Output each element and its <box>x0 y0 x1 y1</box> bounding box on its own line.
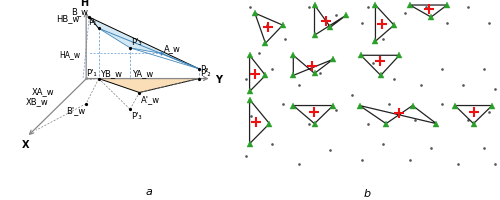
Text: X: X <box>22 139 29 149</box>
Text: B_w: B_w <box>72 7 88 16</box>
Text: YA_w: YA_w <box>132 69 153 77</box>
Text: XB_w: XB_w <box>26 97 48 106</box>
Text: P'₁: P'₁ <box>86 69 97 77</box>
Text: HB_w: HB_w <box>56 14 80 23</box>
Text: B'_w: B'_w <box>66 106 86 115</box>
Text: A_w: A_w <box>164 44 180 53</box>
Polygon shape <box>98 79 199 93</box>
Text: P'₃: P'₃ <box>132 112 142 121</box>
Text: H: H <box>80 0 88 8</box>
Text: HA_w: HA_w <box>59 50 80 59</box>
Text: A'_w: A'_w <box>141 95 160 104</box>
Text: P₂: P₂ <box>200 64 209 73</box>
Text: P'₃: P'₃ <box>131 38 141 47</box>
Text: b: b <box>364 188 371 198</box>
Text: P'₂: P'₂ <box>200 69 211 77</box>
Text: a: a <box>146 186 152 196</box>
Text: P₁: P₁ <box>88 18 96 27</box>
Polygon shape <box>90 18 199 69</box>
Text: YB_w: YB_w <box>100 69 122 77</box>
Text: Y: Y <box>214 74 222 84</box>
Text: XA_w: XA_w <box>32 87 55 96</box>
